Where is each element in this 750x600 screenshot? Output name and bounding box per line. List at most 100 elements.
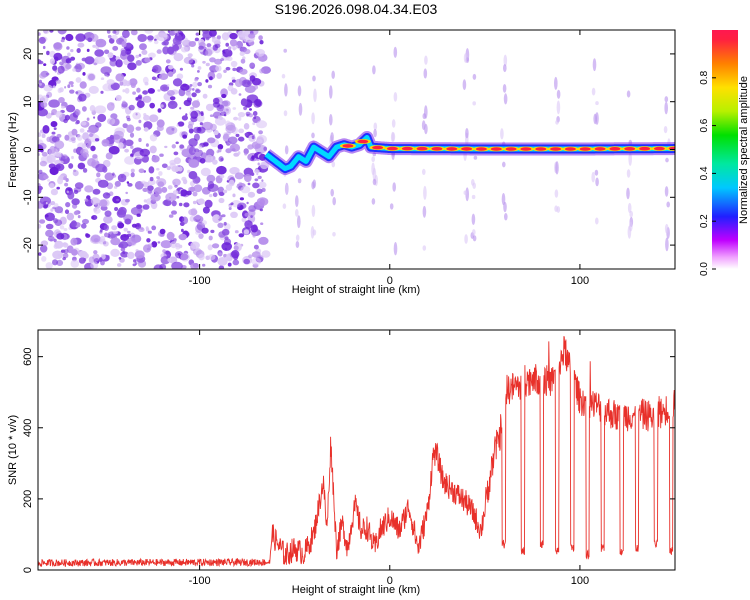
noise-speckle bbox=[59, 160, 64, 164]
noise-speckle bbox=[142, 204, 150, 210]
signal-smear bbox=[284, 183, 289, 195]
noise-speckle bbox=[151, 241, 158, 248]
signal-smear bbox=[310, 226, 315, 239]
noise-speckle bbox=[263, 146, 268, 151]
signal-smear bbox=[297, 178, 302, 184]
noise-speckle bbox=[127, 230, 131, 234]
noise-speckle bbox=[160, 240, 172, 249]
noise-speckle bbox=[256, 188, 263, 194]
noise-speckle bbox=[102, 83, 114, 92]
noise-speckle bbox=[186, 190, 192, 196]
noise-speckle bbox=[172, 178, 181, 186]
noise-speckle bbox=[238, 136, 245, 142]
signal-smear bbox=[628, 152, 632, 166]
noise-speckle bbox=[205, 154, 213, 163]
noise-speckle bbox=[183, 202, 190, 208]
noise-speckle bbox=[53, 127, 57, 130]
noise-speckle bbox=[64, 86, 67, 89]
signal-smear bbox=[422, 205, 427, 218]
noise-speckle bbox=[59, 225, 65, 230]
noise-speckle bbox=[191, 64, 195, 68]
signal-smear bbox=[664, 186, 669, 197]
signal-smear bbox=[591, 87, 596, 96]
x-tick-label: -100 bbox=[189, 575, 211, 587]
noise-speckle bbox=[60, 249, 66, 253]
signal-smear bbox=[500, 128, 504, 140]
signal-smear bbox=[424, 55, 428, 65]
noise-speckle bbox=[93, 238, 99, 242]
noise-speckle bbox=[234, 78, 243, 88]
noise-speckle bbox=[203, 142, 209, 147]
noise-speckle bbox=[161, 41, 167, 46]
noise-speckle bbox=[201, 220, 207, 225]
noise-speckle bbox=[215, 214, 220, 220]
noise-speckle bbox=[104, 172, 114, 181]
noise-speckle bbox=[40, 244, 48, 253]
noise-speckle bbox=[188, 146, 196, 156]
noise-speckle bbox=[94, 138, 100, 142]
noise-speckle bbox=[60, 105, 65, 109]
noise-speckle bbox=[137, 34, 147, 42]
track-hotspot bbox=[342, 144, 354, 148]
noise-speckle bbox=[82, 218, 89, 225]
noise-speckle bbox=[93, 250, 98, 255]
noise-speckle bbox=[182, 178, 188, 185]
noise-speckle bbox=[187, 123, 193, 130]
noise-speckle bbox=[160, 84, 170, 92]
y-tick-label: 0 bbox=[22, 567, 34, 573]
noise-speckle bbox=[125, 191, 128, 195]
noise-speckle bbox=[238, 128, 245, 134]
noise-speckle bbox=[253, 244, 259, 250]
noise-speckle bbox=[208, 254, 216, 261]
noise-speckle bbox=[228, 179, 235, 187]
figure-title: S196.2026.098.04.34.E03 bbox=[275, 1, 438, 17]
noise-speckle bbox=[229, 32, 238, 40]
signal-smear bbox=[422, 245, 427, 251]
signal-smear bbox=[464, 234, 468, 244]
noise-speckle bbox=[109, 134, 114, 140]
noise-speckle bbox=[86, 72, 96, 82]
noise-speckle bbox=[195, 89, 201, 94]
noise-speckle bbox=[98, 257, 103, 262]
noise-speckle bbox=[216, 72, 222, 79]
signal-smear bbox=[329, 85, 333, 99]
noise-speckle bbox=[227, 136, 238, 145]
noise-speckle bbox=[233, 245, 239, 251]
noise-speckle bbox=[49, 183, 55, 189]
noise-speckle bbox=[84, 148, 88, 153]
noise-speckle bbox=[81, 223, 87, 229]
noise-speckle bbox=[100, 66, 112, 75]
noise-speckle bbox=[190, 241, 200, 250]
signal-smear bbox=[283, 48, 288, 53]
noise-speckle bbox=[63, 228, 68, 231]
noise-speckle bbox=[85, 233, 89, 237]
noise-speckle bbox=[122, 30, 130, 38]
noise-speckle bbox=[170, 241, 178, 249]
signal-smear bbox=[503, 54, 508, 67]
signal-smear bbox=[371, 156, 376, 163]
noise-speckle bbox=[190, 262, 199, 269]
noise-speckle bbox=[187, 53, 193, 58]
signal-smear bbox=[311, 204, 316, 217]
noise-speckle bbox=[169, 96, 176, 101]
noise-speckle bbox=[52, 65, 58, 71]
noise-speckle bbox=[143, 127, 149, 132]
noise-speckle bbox=[97, 179, 109, 188]
noise-speckle bbox=[70, 237, 78, 246]
noise-speckle bbox=[240, 98, 248, 107]
noise-speckle bbox=[77, 215, 81, 219]
track-hotspot bbox=[520, 147, 532, 151]
track-hotspot bbox=[594, 147, 606, 151]
noise-speckle bbox=[77, 42, 85, 48]
noise-speckle bbox=[244, 174, 252, 182]
noise-speckle bbox=[130, 206, 143, 216]
noise-speckle bbox=[75, 109, 81, 116]
noise-speckle bbox=[79, 81, 87, 89]
noise-speckle bbox=[202, 263, 206, 267]
noise-speckle bbox=[210, 229, 215, 234]
noise-speckle bbox=[126, 117, 131, 122]
signal-smear bbox=[421, 120, 426, 131]
noise-speckle bbox=[190, 110, 198, 119]
noise-speckle bbox=[135, 126, 142, 131]
noise-speckle bbox=[50, 188, 59, 196]
